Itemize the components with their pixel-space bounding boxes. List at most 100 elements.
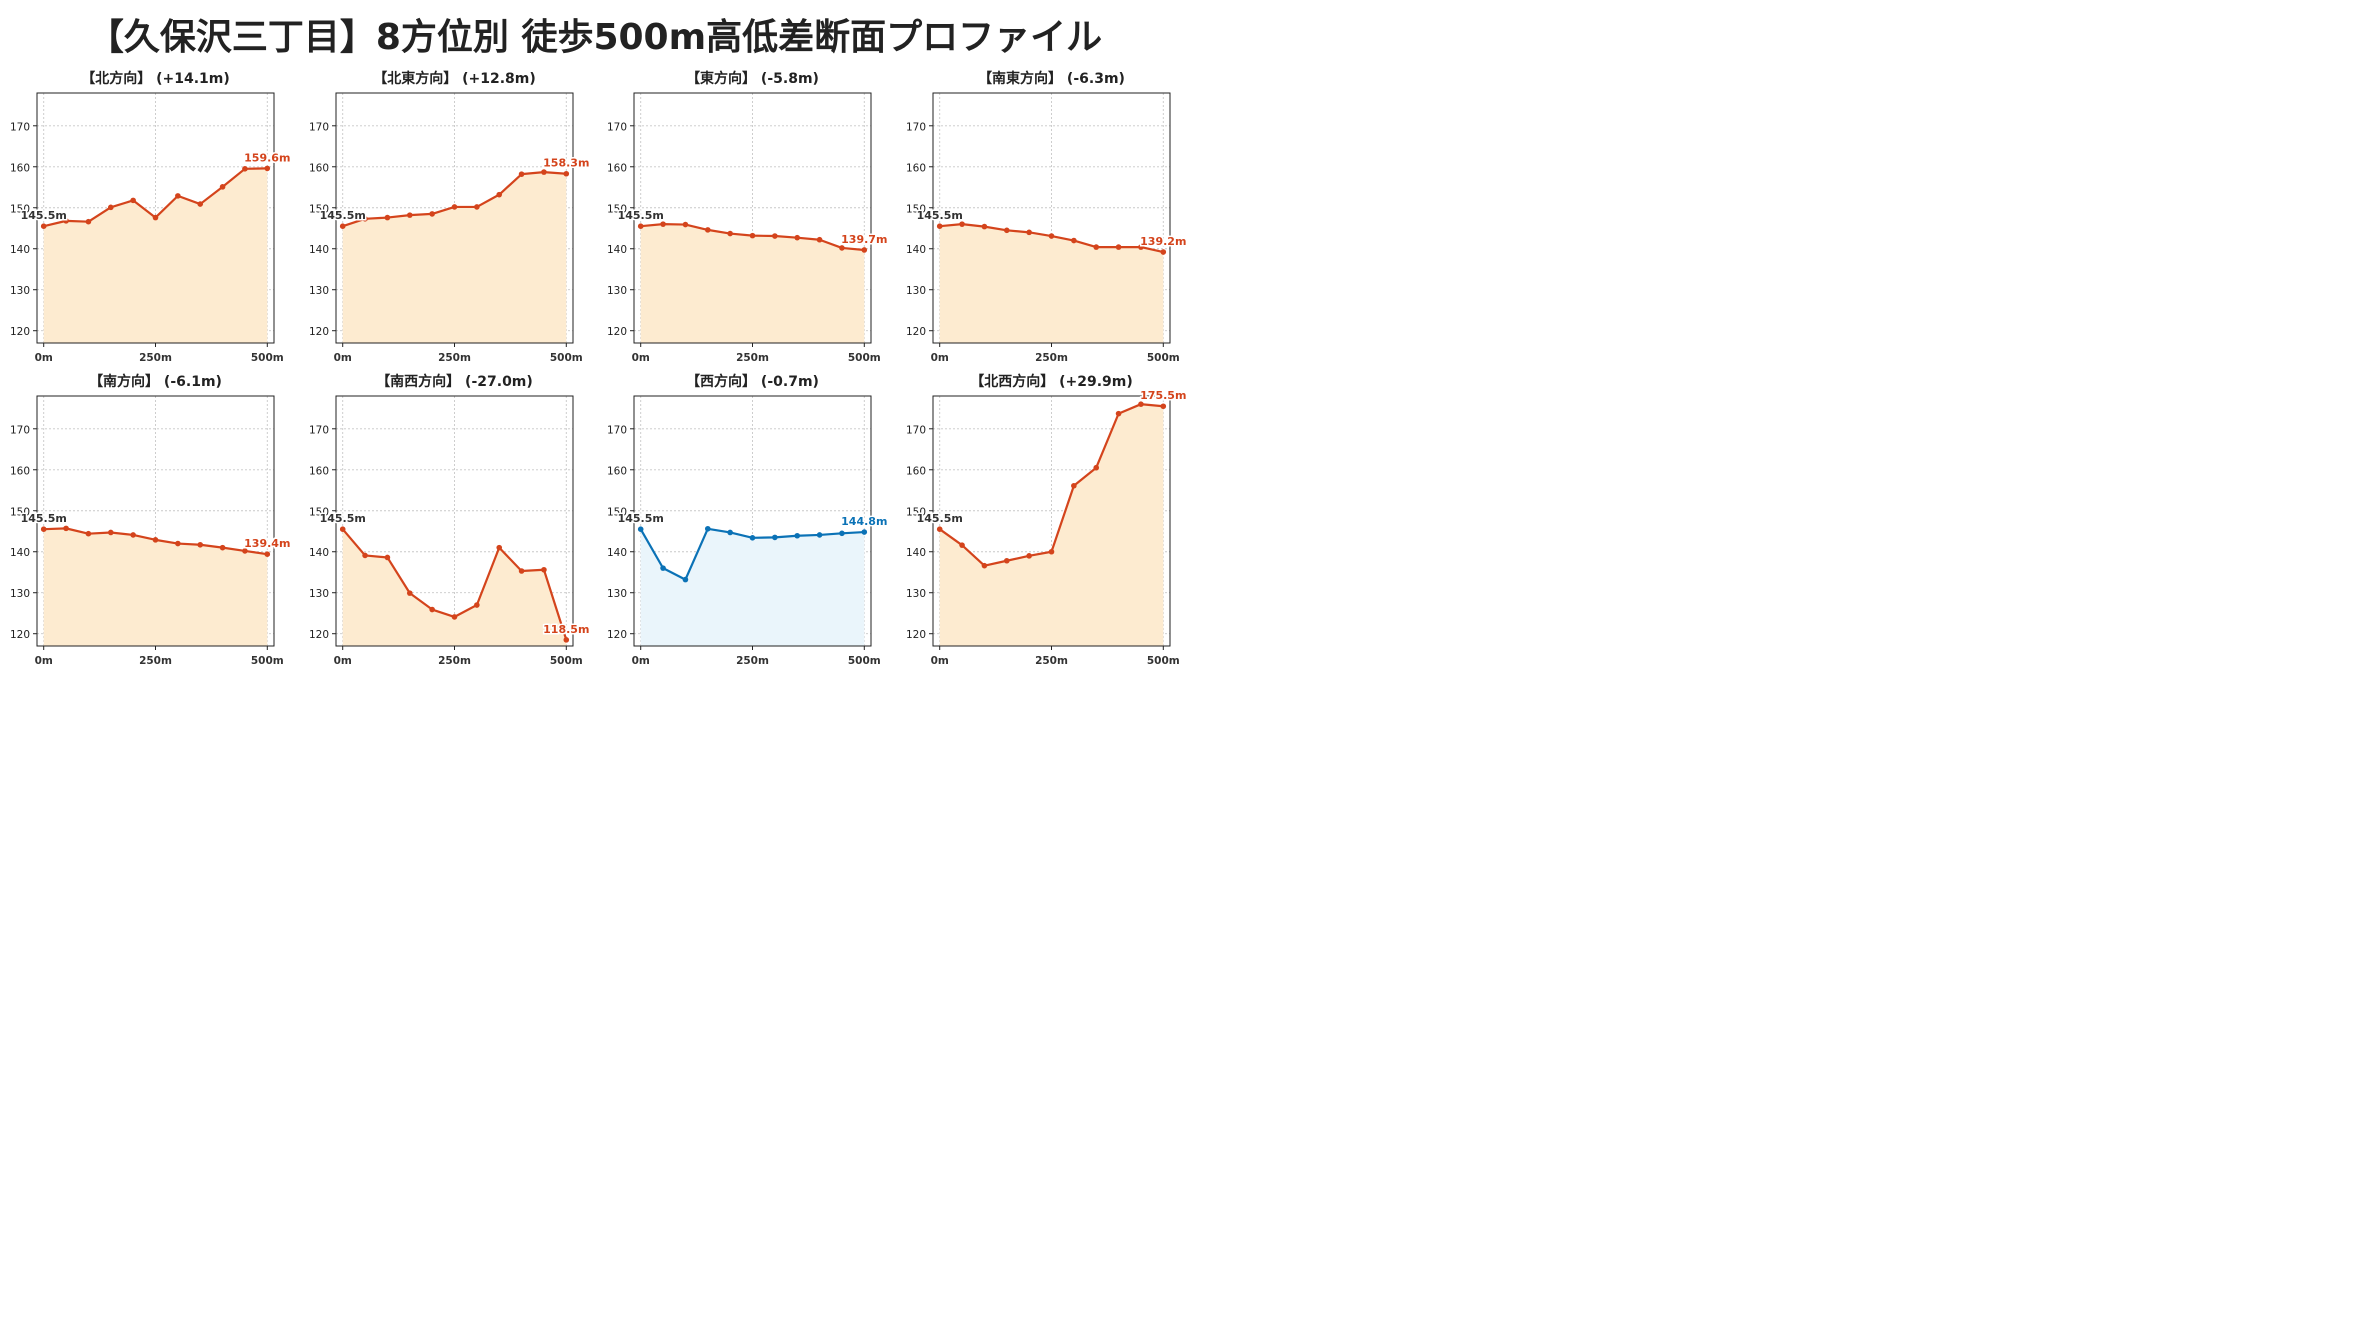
data-point — [1071, 482, 1077, 489]
x-tick-label: 0m — [931, 655, 949, 667]
data-point — [839, 530, 845, 537]
data-point — [936, 223, 943, 229]
area-fill — [342, 172, 567, 343]
profile-panel-0: 120 130 140 150 160 170 0m 250m 500m 【北方向】 (+14.1… — [10, 70, 292, 364]
profile-panel-4: 120 130 140 150 160 170 0m 250m 500m 【南方向】 (-6.1m… — [10, 373, 292, 667]
data-point — [1160, 249, 1167, 255]
y-tick-label: 150 — [10, 203, 30, 215]
data-point — [772, 534, 778, 541]
data-point — [1093, 464, 1100, 471]
start-elevation-label: 145.5m — [320, 209, 366, 222]
x-tick-label: 500m — [848, 655, 881, 667]
data-point — [704, 227, 711, 233]
data-point — [637, 526, 644, 532]
data-point — [1160, 403, 1167, 410]
data-point — [816, 532, 823, 538]
data-point — [1138, 401, 1144, 407]
profile-panel-5: 120 130 140 150 160 170 0m 250m 500m 【南西方向】 (-27.… — [309, 373, 591, 667]
data-point — [1138, 244, 1144, 250]
y-tick-label: 120 — [309, 326, 329, 338]
data-point — [1093, 244, 1100, 250]
y-tick-label: 150 — [906, 506, 926, 518]
x-tick-label: 250m — [139, 352, 172, 364]
start-elevation-label: 145.5m — [618, 209, 664, 222]
profile-panel-3: 120 130 140 150 160 170 0m 250m 500m 【南東方向】 (-6.3… — [906, 70, 1188, 364]
end-elevation-label: 175.5m — [1140, 389, 1186, 402]
y-tick-label: 150 — [10, 506, 30, 518]
data-point — [1026, 553, 1032, 559]
x-tick-label: 500m — [251, 352, 284, 364]
y-tick-label: 130 — [906, 588, 926, 600]
x-tick-label: 500m — [251, 655, 284, 667]
data-point — [175, 540, 181, 547]
y-tick-label: 130 — [10, 588, 30, 600]
data-point — [384, 214, 391, 221]
x-tick-label: 0m — [35, 352, 53, 364]
profile-panel-7: 120 130 140 150 160 170 0m 250m 500m 【北西方向】 (+29.… — [906, 373, 1188, 667]
x-tick-label: 250m — [1035, 352, 1068, 364]
data-point — [518, 171, 525, 177]
data-point — [496, 191, 503, 198]
x-tick-label: 500m — [550, 352, 583, 364]
y-tick-label: 140 — [906, 244, 926, 256]
x-tick-label: 250m — [736, 655, 769, 667]
data-point — [727, 230, 733, 237]
y-tick-label: 140 — [309, 244, 329, 256]
figure-title: 【久保沢三丁目】8方位別 徒歩500m高低差断面プロファイル — [87, 17, 1103, 58]
x-tick-label: 250m — [1035, 655, 1068, 667]
profile-panel-1: 120 130 140 150 160 170 0m 250m 500m 【北東方向】 (+12.… — [309, 70, 591, 364]
data-point — [518, 568, 525, 574]
x-tick-label: 0m — [35, 655, 53, 667]
end-elevation-label: 139.7m — [841, 233, 887, 246]
x-tick-label: 500m — [1147, 655, 1180, 667]
data-point — [704, 525, 711, 532]
y-tick-label: 140 — [10, 244, 30, 256]
data-point — [264, 551, 271, 557]
area-fill — [939, 404, 1164, 646]
panel-title: 【東方向】 (-5.8m) — [686, 70, 819, 87]
data-point — [1048, 548, 1055, 555]
y-tick-label: 150 — [607, 203, 627, 215]
data-point — [107, 204, 114, 211]
data-point — [40, 526, 47, 532]
x-tick-label: 500m — [848, 352, 881, 364]
data-point — [406, 212, 413, 218]
data-point — [1071, 237, 1077, 244]
start-elevation-label: 145.5m — [917, 512, 963, 525]
y-tick-label: 150 — [309, 203, 329, 215]
x-tick-label: 500m — [550, 655, 583, 667]
end-elevation-label: 118.5m — [543, 623, 589, 636]
data-point — [660, 221, 666, 227]
data-point — [63, 218, 69, 224]
data-point — [959, 221, 965, 227]
y-tick-label: 130 — [607, 285, 627, 297]
profile-panel-6: 120 130 140 150 160 170 0m 250m 500m 【西方向】 (-0.7m… — [607, 373, 889, 667]
data-point — [219, 184, 226, 190]
end-elevation-label: 139.2m — [1140, 235, 1186, 248]
data-point — [727, 529, 733, 536]
data-point — [362, 552, 368, 559]
y-tick-label: 160 — [309, 465, 329, 477]
data-point — [219, 544, 226, 551]
data-point — [637, 223, 644, 229]
data-point — [1048, 233, 1055, 239]
y-tick-label: 170 — [10, 424, 30, 436]
y-tick-label: 120 — [906, 629, 926, 641]
end-elevation-label: 144.8m — [841, 515, 887, 528]
data-point — [451, 204, 458, 210]
data-point — [749, 535, 756, 541]
y-tick-label: 160 — [309, 162, 329, 174]
y-tick-label: 140 — [607, 244, 627, 256]
x-tick-label: 0m — [931, 352, 949, 364]
y-tick-label: 160 — [906, 162, 926, 174]
y-tick-label: 120 — [607, 629, 627, 641]
data-point — [197, 201, 204, 207]
y-tick-label: 150 — [906, 203, 926, 215]
y-tick-label: 130 — [607, 588, 627, 600]
x-tick-label: 0m — [632, 655, 650, 667]
data-point — [772, 233, 778, 239]
y-tick-label: 160 — [10, 465, 30, 477]
panel-title: 【北東方向】 (+12.8m) — [373, 70, 536, 87]
data-point — [861, 529, 868, 535]
x-tick-label: 250m — [736, 352, 769, 364]
